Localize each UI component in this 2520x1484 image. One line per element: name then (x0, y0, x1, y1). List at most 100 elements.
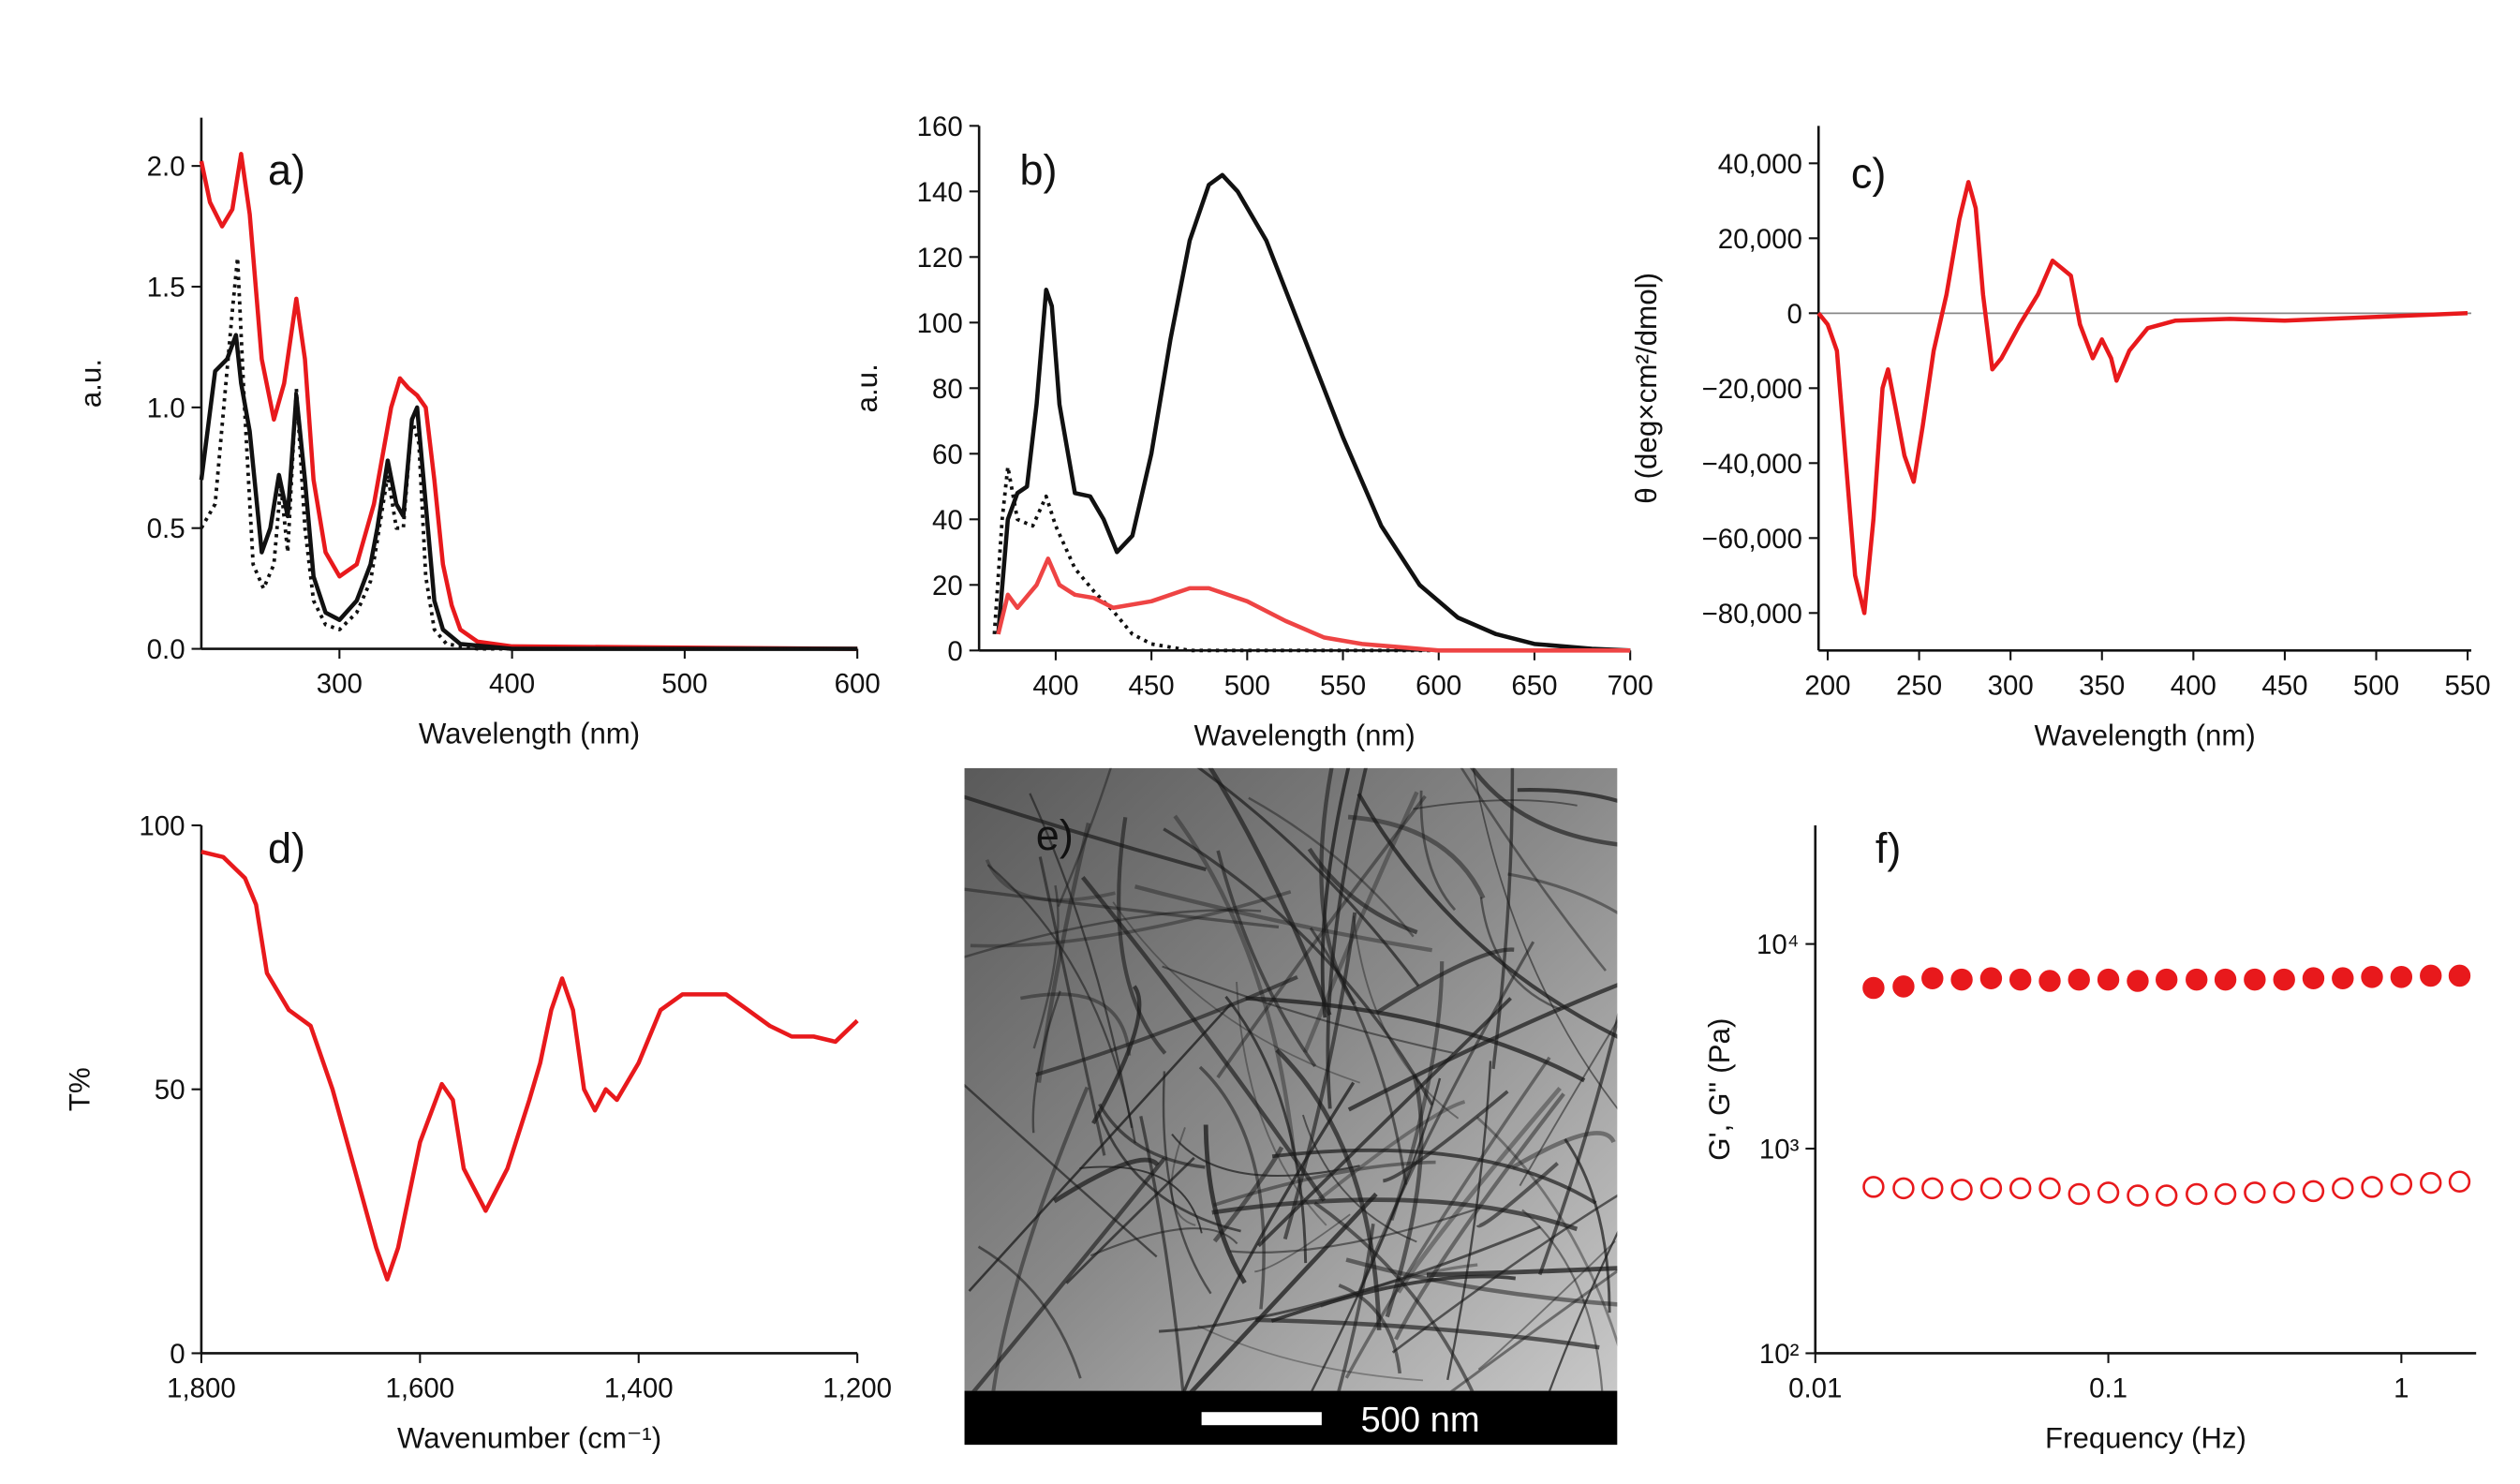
fiber (1020, 992, 1132, 1056)
y-tick-label: 0 (170, 1339, 185, 1370)
x-tick-label: 500 (2353, 670, 2399, 701)
x-tick-label: 600 (1416, 670, 1461, 701)
fiber (964, 794, 1207, 872)
fiber (1171, 1133, 1360, 1178)
fiber (1134, 884, 1432, 953)
fiber (971, 1156, 1166, 1391)
fiber (1419, 790, 1457, 912)
marker (2244, 968, 2266, 991)
fiber (1229, 1207, 1481, 1254)
marker (2332, 967, 2354, 989)
y-tick-label: 80 (932, 374, 963, 405)
y-tick-label: 120 (917, 243, 963, 274)
marker (1892, 1177, 1915, 1200)
marker (2156, 968, 2178, 991)
x-tick-label: 1,200 (823, 1373, 892, 1403)
y-tick-label: 160 (917, 111, 963, 142)
fiber (1307, 847, 1418, 935)
x-axis-label: Frequency (Hz) (2045, 1422, 2246, 1455)
line-series (200, 850, 859, 1282)
x-tick-label: 1,800 (167, 1373, 236, 1403)
x-tick-label: 300 (317, 669, 363, 700)
fiber (1182, 1081, 1356, 1391)
marker (2390, 1173, 2413, 1195)
y-tick-label: −60,000 (1702, 524, 1802, 555)
y-tick-label: 0.5 (147, 513, 185, 544)
marker (2214, 1182, 2237, 1206)
fiber (1270, 1274, 1517, 1323)
fiber (1394, 1092, 1565, 1341)
fiber (1216, 794, 1427, 1079)
fiber (1475, 1162, 1559, 1228)
marker (2156, 1184, 2178, 1207)
fiber (968, 1002, 1232, 1292)
marker (2068, 1182, 2090, 1206)
marker (2448, 964, 2471, 987)
fiber (1446, 1061, 1492, 1381)
fiber (1090, 1227, 1238, 1257)
fiber (970, 890, 1292, 948)
fiber (1357, 941, 1535, 1292)
marker (2038, 970, 2061, 992)
fiber (1162, 965, 1454, 1054)
line-series (996, 172, 1631, 653)
y-tick-label: 0 (1787, 299, 1802, 330)
y-tick-label: 10² (1759, 1339, 1800, 1370)
fibers (964, 767, 1618, 1391)
fiber (1170, 1127, 1196, 1226)
marker (2390, 966, 2413, 988)
x-axis-label: Wavenumber (cm⁻¹) (397, 1422, 661, 1455)
x-axis-label: Wavelength (nm) (419, 718, 640, 750)
y-tick-label: 20 (932, 571, 963, 601)
fiber (1337, 1224, 1375, 1391)
fiber (1208, 767, 1332, 1017)
fiber (1382, 1090, 1509, 1183)
fiber (1475, 1116, 1618, 1347)
fiber (1158, 1225, 1541, 1333)
y-axis-label: T% (63, 1067, 96, 1111)
marker (1862, 1176, 1885, 1198)
fiber (1519, 1019, 1618, 1187)
x-axis-label: Wavelength (nm) (2034, 719, 2255, 751)
x-tick-label: 650 (1511, 670, 1557, 701)
fiber (1319, 767, 1356, 1005)
fiber (1211, 1197, 1579, 1232)
marker (2009, 968, 2032, 991)
y-tick-label: 1.5 (147, 272, 185, 303)
y-tick-label: 100 (917, 308, 963, 339)
fiber (1254, 1213, 1351, 1273)
y-axis-label: a.u. (75, 359, 108, 408)
x-tick-label: 550 (1320, 670, 1366, 701)
fiber (1511, 1131, 1616, 1170)
fiber (1477, 1240, 1616, 1371)
fiber (964, 887, 1280, 929)
fiber (1564, 1138, 1611, 1313)
fiber (1117, 817, 1167, 1055)
fiber (1347, 814, 1486, 899)
x-tick-label: 0.1 (2089, 1373, 2127, 1403)
panel-label: d) (268, 824, 305, 872)
marker (2009, 1177, 2032, 1200)
fiber (1198, 1065, 1266, 1310)
y-tick-label: 40,000 (1718, 149, 1802, 180)
fiber (1507, 872, 1618, 914)
x-tick-label: 1 (2394, 1373, 2409, 1403)
fiber (1413, 799, 1578, 810)
panel-label: e) (1036, 811, 1074, 859)
fiber (1470, 767, 1618, 847)
marker (2420, 1171, 2442, 1195)
scale-bar (1201, 1412, 1322, 1426)
marker (1950, 1179, 1973, 1201)
line-series (199, 333, 858, 651)
fiber (1311, 1077, 1442, 1391)
fiber (1257, 997, 1512, 1248)
fiber (1035, 975, 1298, 1076)
x-tick-label: 1,600 (385, 1373, 454, 1403)
y-tick-label: 10⁴ (1757, 929, 1799, 960)
y-tick-label: 2.0 (147, 152, 185, 183)
marker (2332, 1177, 2354, 1200)
x-tick-label: 500 (661, 669, 707, 700)
panel-label: a) (268, 146, 305, 194)
y-tick-label: 140 (917, 177, 963, 208)
